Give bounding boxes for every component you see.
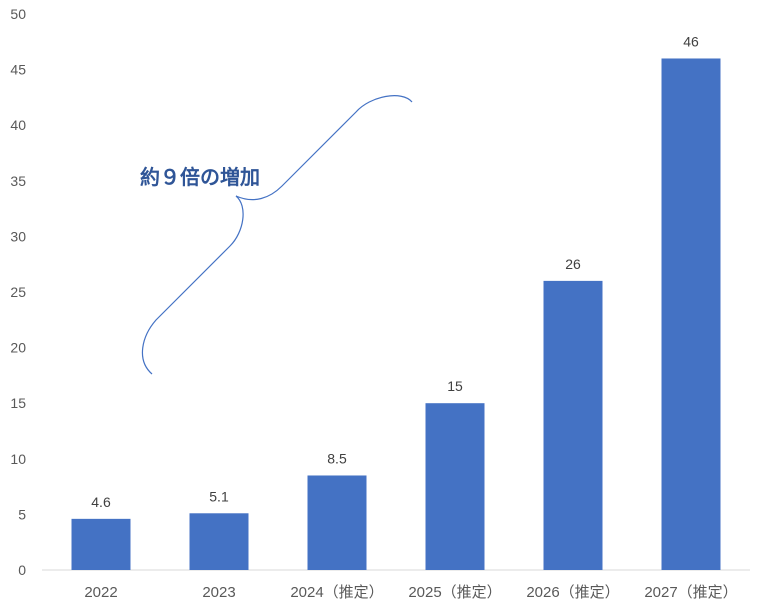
y-axis-ticks: 0 5 10 15 20 25 30 35 40 45 50 xyxy=(10,6,26,578)
x-tick-label: 2023 xyxy=(202,584,235,601)
x-tick-label: 2026（推定） xyxy=(526,584,619,601)
data-label: 4.6 xyxy=(91,494,111,510)
y-tick-label: 40 xyxy=(10,117,26,133)
annotation-brace xyxy=(141,95,413,375)
data-label: 15 xyxy=(447,378,463,394)
bar xyxy=(425,403,485,570)
bar xyxy=(543,280,603,570)
bar xyxy=(189,513,249,570)
x-tick-label: 2025（推定） xyxy=(408,584,501,601)
x-tick-label: 2024（推定） xyxy=(290,584,383,601)
y-tick-label: 0 xyxy=(18,562,26,578)
bars xyxy=(71,58,721,570)
x-tick-label: 2027（推定） xyxy=(644,584,737,601)
data-label: 26 xyxy=(565,256,581,272)
bar xyxy=(307,475,367,570)
data-label: 46 xyxy=(683,33,699,49)
data-label: 8.5 xyxy=(327,450,347,466)
data-label: 5.1 xyxy=(209,488,229,504)
x-tick-label: 2022 xyxy=(84,584,117,601)
y-tick-label: 20 xyxy=(10,340,26,356)
y-tick-label: 5 xyxy=(18,506,26,522)
annotation-text: 約９倍の増加 xyxy=(140,165,260,189)
y-tick-label: 15 xyxy=(10,395,26,411)
y-tick-label: 25 xyxy=(10,284,26,300)
y-tick-label: 45 xyxy=(10,62,26,78)
bar xyxy=(661,58,721,570)
data-labels: 4.6 5.1 8.5 15 26 46 xyxy=(91,33,699,509)
y-tick-label: 50 xyxy=(10,6,26,22)
category-labels: 2022 2023 2024（推定） 2025（推定） 2026（推定） 2027（推定） xyxy=(84,584,737,601)
y-tick-label: 30 xyxy=(10,228,26,244)
bar xyxy=(71,518,131,570)
y-tick-label: 35 xyxy=(10,173,26,189)
y-tick-label: 10 xyxy=(10,451,26,467)
